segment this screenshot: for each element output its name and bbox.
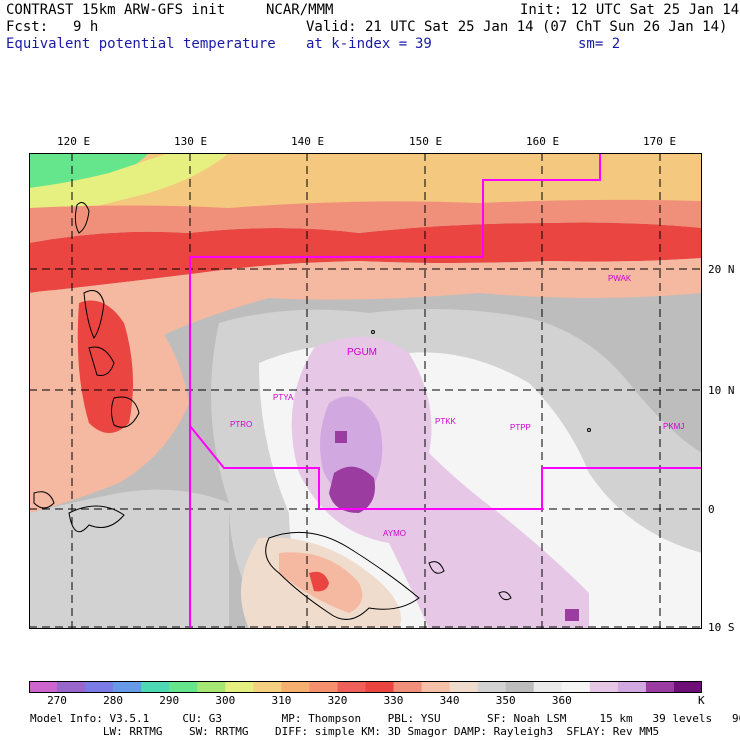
lon-label-120e: 120 E bbox=[57, 135, 91, 148]
colorbar-swatch bbox=[477, 681, 507, 693]
colorbar-swatch bbox=[281, 681, 310, 693]
purple-core bbox=[329, 466, 375, 513]
station-pgum: PGUM bbox=[347, 347, 377, 358]
lon-label-150e: 150 E bbox=[409, 135, 443, 148]
pink-west-band bbox=[29, 489, 229, 629]
lat-label-20n: 20 N bbox=[708, 263, 735, 276]
forecast-hour: 9 h bbox=[73, 19, 99, 35]
level-value: 39 bbox=[415, 36, 432, 52]
map-panel: PWAK PGUM PTYA PTRO PTKK PTPP PKMJ AYMO bbox=[29, 153, 702, 629]
lat-label-equator: 0 bbox=[708, 503, 715, 516]
colorbar-swatch bbox=[645, 681, 675, 693]
lon-label-170e: 170 E bbox=[643, 135, 677, 148]
colorbar-unit: K bbox=[698, 694, 705, 707]
colorbar-swatch bbox=[253, 681, 282, 693]
salmon-band-north bbox=[29, 199, 702, 243]
station-ptkk: PTKK bbox=[435, 417, 457, 426]
lon-label-160e: 160 E bbox=[526, 135, 560, 148]
colorbar-tick-label: 340 bbox=[439, 694, 460, 707]
init-time: Init: 12 UTC Sat 25 Jan 14 bbox=[520, 2, 740, 18]
colorbar-tick-label: 270 bbox=[47, 694, 67, 707]
colorbar-swatch bbox=[309, 681, 338, 693]
colorbar-swatch bbox=[141, 681, 170, 693]
colorbar-swatch bbox=[365, 681, 395, 693]
colorbar-tick-label: 290 bbox=[159, 694, 180, 707]
smoothing: sm= 2 bbox=[578, 36, 621, 52]
colorbar-swatch bbox=[113, 681, 142, 693]
lon-label-130e: 130 E bbox=[174, 135, 208, 148]
colorbar-tick-label: 350 bbox=[495, 694, 516, 707]
north-yellow-patch bbox=[29, 153, 229, 223]
colorbar-frame bbox=[29, 681, 702, 693]
colorbar-swatch bbox=[589, 681, 619, 693]
colorbar-swatch bbox=[421, 681, 451, 693]
field-name: Equivalent potential temperature bbox=[6, 36, 276, 52]
lat-label-10s: 10 S bbox=[708, 621, 735, 634]
grid-lines bbox=[29, 153, 702, 629]
colorbar-swatch bbox=[337, 681, 366, 693]
colorbar-swatch bbox=[197, 681, 226, 693]
domain-boundary bbox=[189, 153, 601, 629]
colorbar-tick-label: 310 bbox=[271, 694, 292, 707]
station-aymo: AYMO bbox=[383, 529, 406, 538]
lat-label-10n: 10 N bbox=[708, 384, 735, 397]
model-info-line2: LW: RRTMG SW: RRTMG DIFF: simple KM: 3D … bbox=[30, 725, 660, 738]
forecast-label: Fcst: bbox=[6, 19, 49, 35]
colorbar-swatch bbox=[225, 681, 254, 693]
colorbar-swatch bbox=[449, 681, 479, 693]
colorbar-labels: 270 280 290 300 310 320 330 340 350 360 bbox=[29, 694, 702, 708]
philippines-red bbox=[77, 300, 133, 433]
model-info-line1: Model Info: V3.5.1 CU: G3 MP: Thompson P… bbox=[30, 712, 740, 725]
colorbar-swatch bbox=[505, 681, 535, 693]
colorbar-swatch bbox=[29, 681, 58, 693]
colorbar-tick-label: 300 bbox=[215, 694, 236, 707]
model-title: CONTRAST 15km ARW-GFS init bbox=[6, 2, 226, 18]
purple-cell bbox=[335, 431, 347, 443]
colorbar-swatch bbox=[169, 681, 198, 693]
lon-label-140e: 140 E bbox=[291, 135, 325, 148]
colorbar-tick-label: 360 bbox=[551, 694, 572, 707]
new-guinea-red bbox=[309, 571, 329, 592]
station-ptpp: PTPP bbox=[510, 423, 531, 432]
station-labels: PWAK PGUM PTYA PTRO PTKK PTPP PKMJ AYMO bbox=[230, 274, 684, 538]
colorbar-tick-label: 330 bbox=[383, 694, 404, 707]
colorbar-swatch bbox=[85, 681, 114, 693]
domain-boundary-south bbox=[189, 425, 702, 510]
colorbar-swatch bbox=[393, 681, 423, 693]
model-center: NCAR/MMM bbox=[266, 2, 334, 18]
coastlines bbox=[33, 202, 591, 620]
colorbar-swatch bbox=[57, 681, 86, 693]
colorbar-swatch bbox=[673, 681, 702, 693]
salmon-band-south bbox=[29, 258, 702, 433]
colorbar-swatch bbox=[533, 681, 563, 693]
colorbar-swatch bbox=[561, 681, 591, 693]
map-frame bbox=[29, 153, 702, 629]
colorbar bbox=[29, 681, 702, 693]
station-ptya: PTYA bbox=[273, 393, 294, 402]
level-label: at k-index = bbox=[306, 36, 408, 52]
valid-time: Valid: 21 UTC Sat 25 Jan 14 (07 ChT Sun … bbox=[306, 19, 728, 35]
station-ptro: PTRO bbox=[230, 420, 252, 429]
lavender-inner bbox=[320, 396, 383, 496]
colorbar-swatch bbox=[617, 681, 647, 693]
colorbar-tick-label: 280 bbox=[103, 694, 124, 707]
purple-cell-south bbox=[565, 609, 579, 621]
station-pwak: PWAK bbox=[608, 274, 632, 283]
station-pkmj: PKMJ bbox=[663, 422, 684, 431]
colorbar-tick-label: 320 bbox=[327, 694, 348, 707]
